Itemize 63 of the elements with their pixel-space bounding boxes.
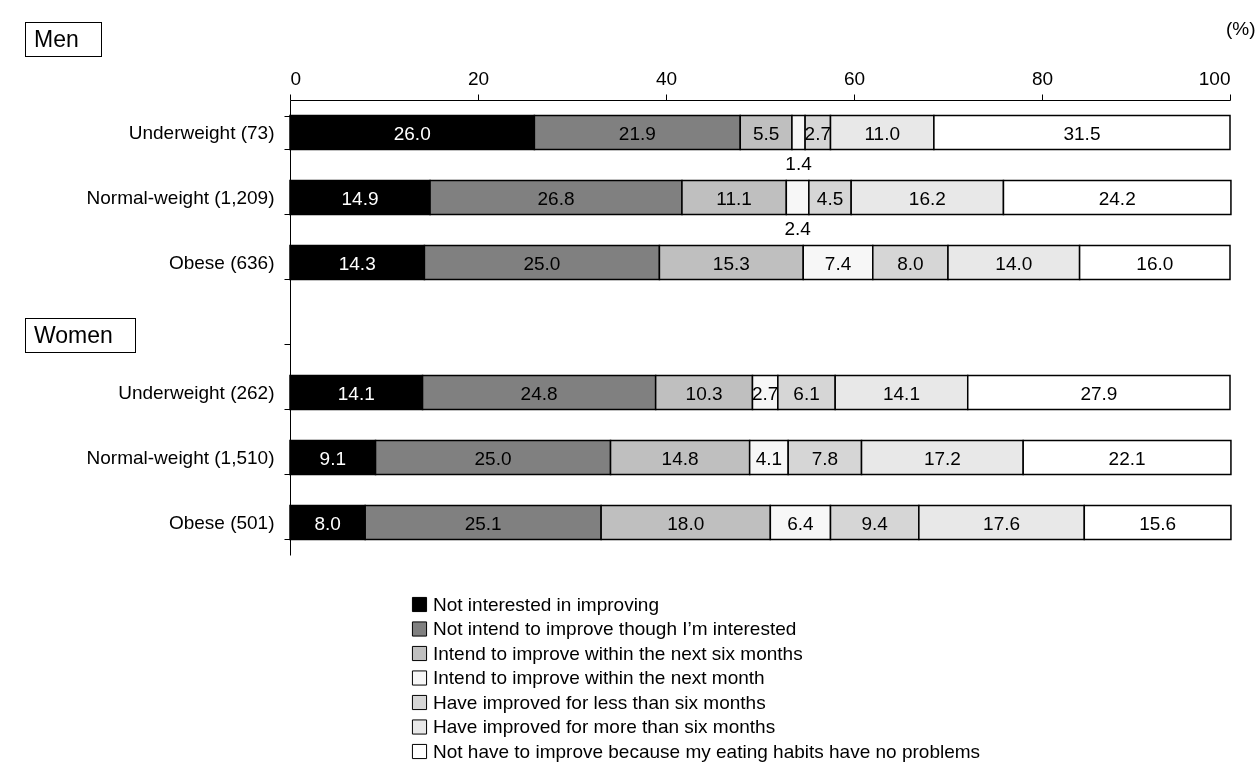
data-label: 14.9 xyxy=(341,187,379,209)
y-tick-label: Obese (501) xyxy=(168,512,275,533)
data-label: 6.4 xyxy=(787,512,815,534)
data-label: 21.9 xyxy=(618,122,656,144)
data-label: 7.8 xyxy=(811,447,839,469)
y-tick-label: Underweight (73) xyxy=(128,122,275,143)
y-tick-label: Underweight (262) xyxy=(118,382,275,403)
data-label: 16.0 xyxy=(1136,252,1174,274)
data-label: 8.0 xyxy=(314,512,341,534)
data-label: 26.8 xyxy=(537,187,575,209)
legend-label: Not have to improve because my eating habits have no problems xyxy=(433,740,981,762)
data-label: 15.6 xyxy=(1139,512,1177,534)
data-label: 25.0 xyxy=(474,447,512,469)
legend-label: Intend to improve within the next month xyxy=(433,667,765,688)
data-label: 24.8 xyxy=(520,382,558,404)
data-label: 14.0 xyxy=(995,252,1033,274)
data-label: 2.4 xyxy=(784,217,812,239)
data-label: 10.3 xyxy=(685,382,723,404)
legend-label: Intend to improve within the next six months xyxy=(433,642,803,664)
legend-label: Have improved for more than six months xyxy=(433,716,776,737)
data-label: 11.1 xyxy=(716,187,752,209)
x-tick-label: 80 xyxy=(1031,67,1054,89)
data-label: 5.5 xyxy=(752,122,780,144)
text: Women xyxy=(25,317,136,353)
data-label: 26.0 xyxy=(393,122,431,144)
data-label: 14.1 xyxy=(337,382,375,404)
data-label: 9.1 xyxy=(319,447,346,469)
data-label: 14.3 xyxy=(338,252,376,274)
x-tick-label: 100 xyxy=(1198,67,1231,89)
data-label: 8.0 xyxy=(897,252,924,274)
y-tick-label: Normal-weight (1,209) xyxy=(86,187,275,208)
data-label: 17.2 xyxy=(923,447,961,469)
legend-label: Have improved for less than six months xyxy=(433,691,766,713)
data-label: 7.4 xyxy=(824,252,852,274)
x-tick-label: 60 xyxy=(843,67,866,89)
legend-label: Not interested in improving xyxy=(433,593,659,615)
data-label: 25.1 xyxy=(464,512,502,534)
data-label: 25.0 xyxy=(523,252,561,274)
data-label: 18.0 xyxy=(667,512,705,534)
y-tick-label: Normal-weight (1,510) xyxy=(86,447,275,468)
data-label: 14.1 xyxy=(882,382,920,404)
data-label: 22.1 xyxy=(1108,447,1146,469)
data-label: 31.5 xyxy=(1063,122,1101,144)
text: Men xyxy=(25,22,102,57)
x-tick-label: 20 xyxy=(467,67,490,89)
data-label: 14.8 xyxy=(661,447,699,469)
data-label: 17.6 xyxy=(983,512,1021,534)
x-tick-label: 40 xyxy=(655,67,678,89)
data-label: 9.4 xyxy=(861,512,889,534)
data-label: 16.2 xyxy=(908,187,946,209)
data-label: 11.0 xyxy=(864,122,900,144)
data-label: 27.9 xyxy=(1080,382,1118,404)
data-label: 24.2 xyxy=(1098,187,1136,209)
data-label: 4.5 xyxy=(816,187,844,209)
x-axis-title: (%) xyxy=(1225,17,1256,39)
data-label: 2.7 xyxy=(751,382,779,404)
legend-label: Not intend to improve though I’m interested xyxy=(433,618,797,639)
data-label: 1.4 xyxy=(785,152,813,174)
data-label: 15.3 xyxy=(712,252,750,274)
data-label: 6.1 xyxy=(793,382,820,404)
x-tick-label: 0 xyxy=(290,67,302,89)
data-label: 4.1 xyxy=(755,447,783,469)
y-tick-label: Obese (636) xyxy=(168,252,275,273)
